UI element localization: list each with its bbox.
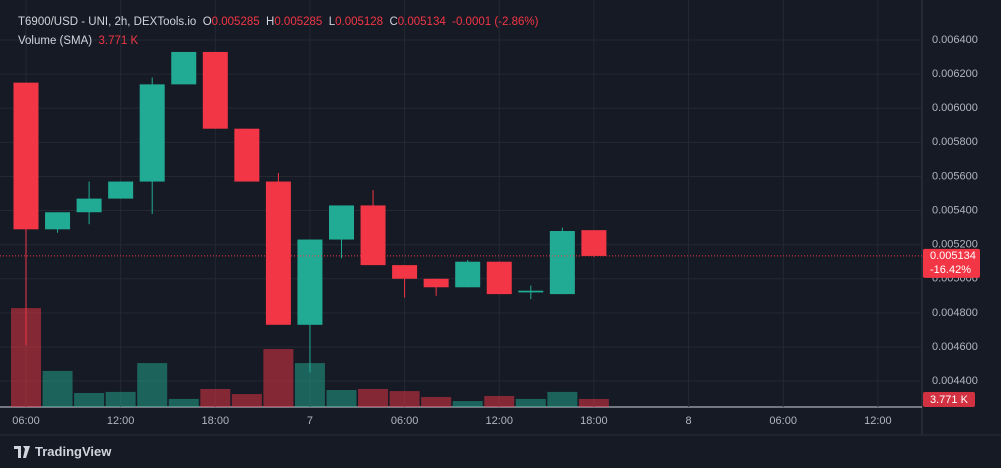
candle-body	[202, 51, 228, 129]
volume-bar	[326, 390, 357, 407]
legend-line: T6900/USD - UNI, 2h, DEXTools.io O0.0052…	[18, 16, 538, 28]
price-badge-percent: -16.42%	[930, 264, 971, 276]
volume-bar	[389, 391, 420, 407]
volume-bar	[200, 388, 231, 407]
y-tick-label: 0.006000	[932, 102, 978, 114]
ohlc-letter: O	[202, 16, 212, 28]
candle-body	[76, 198, 102, 213]
volume-bar	[74, 392, 105, 407]
volume-bar	[105, 391, 136, 407]
volume-bar	[547, 391, 578, 407]
x-tick-label: 7	[307, 415, 313, 427]
candle-body	[549, 231, 575, 295]
x-tick-label: 06:00	[12, 415, 40, 427]
y-tick-label: 0.006400	[932, 34, 978, 46]
x-tick-label: 8	[685, 415, 691, 427]
volume-bar	[421, 397, 452, 407]
x-tick-label: 12:00	[864, 415, 892, 427]
y-tick-label: 0.004600	[932, 341, 978, 353]
y-tick-label: 0.005600	[932, 170, 978, 182]
logo	[14, 445, 30, 458]
x-tick-label: 06:00	[769, 415, 797, 427]
candle-body	[392, 265, 418, 279]
y-tick-label: 0.005200	[932, 239, 978, 251]
candle-body	[297, 239, 323, 325]
x-tick-label: 12:00	[485, 415, 513, 427]
volume-badge-label: 3.771 K	[930, 394, 969, 406]
ohlc-value: 0.005285	[274, 16, 323, 28]
volume-bar	[137, 363, 168, 407]
x-tick-label: 18:00	[580, 415, 608, 427]
y-tick-label: 0.005800	[932, 136, 978, 148]
volume-bar	[484, 395, 515, 407]
volume-bar	[578, 398, 609, 407]
candles	[13, 51, 607, 373]
volume-bars	[11, 308, 609, 407]
ohlc-letter: H	[266, 16, 275, 28]
candle-body	[455, 261, 481, 288]
ohlc-value: 0.005134	[397, 16, 446, 28]
volume-bar	[452, 401, 483, 407]
y-tick-label: 0.005400	[932, 204, 978, 216]
candle-body	[360, 205, 386, 266]
change: -0.0001	[452, 16, 492, 28]
volume-value: 3.771 K	[98, 35, 139, 47]
x-tick-label: 18:00	[202, 415, 230, 427]
footer: TradingView	[14, 444, 111, 459]
candle-body	[486, 261, 512, 295]
candle-body	[45, 212, 71, 230]
volume-bar	[42, 370, 73, 407]
candle-body	[139, 84, 165, 182]
volume-name: Volume (SMA)	[18, 35, 93, 47]
x-tick-label: 06:00	[391, 415, 419, 427]
y-tick-label: 0.004400	[932, 375, 978, 387]
volume-bar	[358, 388, 389, 407]
x-tick-label: 12:00	[107, 415, 135, 427]
volume-bar	[231, 394, 262, 407]
volume-bar	[263, 349, 294, 407]
ohlc-letter: L	[328, 16, 336, 28]
candle-body	[171, 51, 197, 85]
change-percent: (-2.86%)	[494, 16, 539, 28]
volume-legend: Volume (SMA) 3.771 K	[18, 35, 138, 47]
y-tick-label: 0.006200	[932, 68, 978, 80]
candle-body	[234, 128, 260, 182]
ohlc-value: 0.005128	[335, 16, 384, 28]
ohlc-letter: C	[389, 16, 398, 28]
candle-body	[265, 181, 291, 325]
symbol-title: T6900/USD - UNI, 2h, DEXTools.io	[18, 16, 197, 28]
candle-body	[518, 290, 544, 293]
footer-text: TradingView	[35, 444, 112, 459]
candle-body	[108, 181, 134, 199]
y-tick-label: 0.004800	[932, 307, 978, 319]
candle-body	[329, 205, 354, 240]
price-badge	[923, 248, 980, 278]
candle-body	[13, 82, 39, 230]
ohlc-value: 0.005285	[211, 16, 260, 28]
candle-body	[581, 230, 607, 256]
volume-bar	[515, 398, 546, 407]
volume-bar	[168, 398, 199, 407]
volume-badge	[923, 392, 975, 407]
candle-body	[423, 278, 449, 288]
price-badge-label: 0.005134	[930, 250, 976, 262]
